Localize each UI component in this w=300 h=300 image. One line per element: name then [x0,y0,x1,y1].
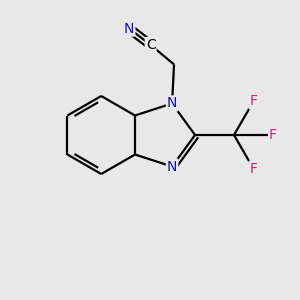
Text: F: F [250,162,257,176]
Text: F: F [250,94,257,108]
Text: N: N [167,160,177,174]
Text: F: F [269,128,277,142]
Text: C: C [146,38,155,52]
Text: N: N [124,22,134,36]
Text: N: N [167,96,177,110]
